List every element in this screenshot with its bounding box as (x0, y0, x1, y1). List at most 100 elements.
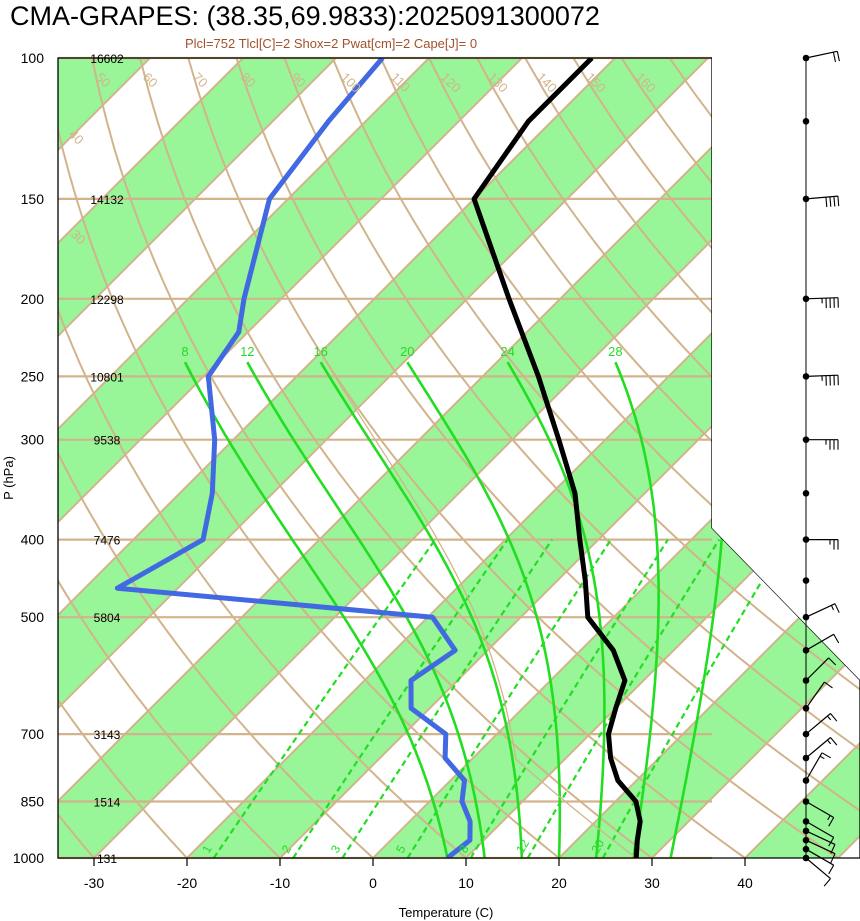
wind-barb (805, 713, 831, 735)
wind-barb (805, 681, 825, 709)
height-label: 16602 (90, 52, 124, 66)
height-label: 9538 (94, 434, 121, 448)
wind-barb (805, 603, 836, 618)
y-axis-label: P (hPa) (1, 456, 16, 500)
moist-adiabat-label: 12 (240, 344, 254, 359)
wind-level-dot (802, 490, 810, 497)
moist-adiabat-label: 16 (313, 344, 327, 359)
mixing-ratio-line (406, 538, 612, 858)
dry-adiabat-line (58, 451, 375, 858)
isotherm-line (185, 183, 860, 858)
mixing-ratio-line (601, 539, 788, 858)
height-label: 1514 (94, 796, 121, 810)
height-label: 131 (97, 852, 117, 866)
mixing-ratio-line (292, 538, 509, 858)
isotherm-line (0, 21, 1, 875)
wind-barb (805, 830, 836, 845)
wind-barb (805, 752, 823, 781)
wind-barb (805, 633, 835, 651)
wind-barb-flag (830, 713, 838, 722)
height-label: 12298 (90, 293, 124, 307)
wind-level-dot (802, 577, 810, 584)
moist-adiabat-line (319, 361, 524, 858)
pressure-tick-label: 500 (21, 609, 45, 625)
wind-barb-flag (819, 755, 825, 760)
chart-subtitle: Plcl=752 Tlcl[C]=2 Shox=2 Pwat[cm]=2 Cap… (185, 36, 477, 51)
dry-adiabat-label: 100 (338, 70, 364, 96)
moist-adiabat-line (183, 361, 449, 858)
isotherm-line (58, 58, 803, 803)
mixing-ratio-line (341, 538, 554, 858)
wind-column (802, 50, 840, 887)
wind-barb (805, 297, 839, 300)
wind-barb-flag (823, 878, 831, 887)
isotherm-line (58, 58, 710, 710)
frame-mask (712, 56, 860, 680)
height-label: 10801 (90, 370, 124, 384)
mixing-ratio-line (212, 538, 437, 858)
wind-barb-flag (827, 815, 831, 821)
plot-frame (57, 56, 860, 859)
x-axis-label: Temperature (C) (399, 905, 494, 920)
mixing-ratio-label: 20 (588, 837, 607, 856)
pressure-tick-label: 300 (21, 432, 45, 448)
isotherm-line (58, 58, 338, 338)
moist-adiabat-line (406, 361, 562, 858)
wind-barb-flag (824, 681, 833, 689)
temperature-profile (471, 58, 643, 858)
wind-barb-flag (837, 196, 840, 207)
chart-title: CMA-GRAPES: (38.35,69.9833):202509130007… (10, 1, 600, 31)
pressure-tick-label: 250 (21, 368, 45, 384)
parcel-path (314, 342, 637, 858)
wind-barb-flag (830, 737, 838, 746)
wind-barb-flag (825, 197, 828, 208)
mixing-ratio-lines (212, 538, 788, 858)
wind-barb (805, 195, 838, 200)
isotherm-line (58, 58, 617, 617)
moist-adiabat-label: 20 (400, 344, 414, 359)
x-tick-label: 40 (737, 875, 753, 891)
x-tick-label: 30 (644, 875, 660, 891)
height-label: 7476 (94, 534, 121, 548)
dry-adiabat-line (58, 698, 189, 858)
height-label: 3143 (94, 728, 121, 742)
isotherm-line (58, 58, 431, 431)
isotherm-line (650, 648, 860, 858)
sounding-profiles (114, 58, 643, 858)
wind-barb (805, 839, 836, 855)
moist-adiabat-label: 28 (608, 344, 622, 359)
wind-barb-flag (832, 52, 837, 63)
wind-barb (805, 857, 831, 880)
dry-adiabat-line (58, 578, 282, 858)
wind-barb-flag (836, 51, 840, 62)
isotherm-band (0, 21, 1, 875)
wind-barb-flag (828, 817, 835, 827)
wind-barb-flag (828, 657, 837, 666)
pressure-tick-label: 1000 (13, 850, 44, 866)
isotherm-band (58, 58, 860, 858)
wind-barb-flag (828, 837, 835, 847)
parcel-line (314, 342, 637, 858)
wind-barb (805, 737, 831, 759)
pressure-tick-label: 850 (21, 794, 45, 810)
wind-barb-flag (833, 634, 840, 644)
x-tick-label: -10 (270, 875, 290, 891)
moist-adiabat-label: 8 (181, 344, 188, 359)
wind-barb-flag (826, 739, 832, 745)
x-tick-label: -20 (177, 875, 197, 891)
wind-barb-flag (826, 715, 832, 721)
isotherm-line (557, 555, 860, 858)
wind-barb-flag (830, 853, 836, 864)
dry-adiabat-line (58, 812, 96, 858)
wind-barb (805, 848, 835, 866)
pressure-tick-label: 150 (21, 191, 45, 207)
x-tick-label: 10 (458, 875, 474, 891)
pressure-tick-label: 400 (21, 532, 45, 548)
x-tick-label: -30 (84, 875, 104, 891)
wind-barb (805, 657, 830, 681)
mixing-ratio-line (526, 539, 721, 858)
wind-level-dot (802, 118, 810, 125)
moist-adiabat-label: 24 (500, 344, 514, 359)
mixing-ratio-line (469, 539, 669, 858)
isotherm-line (464, 462, 860, 858)
